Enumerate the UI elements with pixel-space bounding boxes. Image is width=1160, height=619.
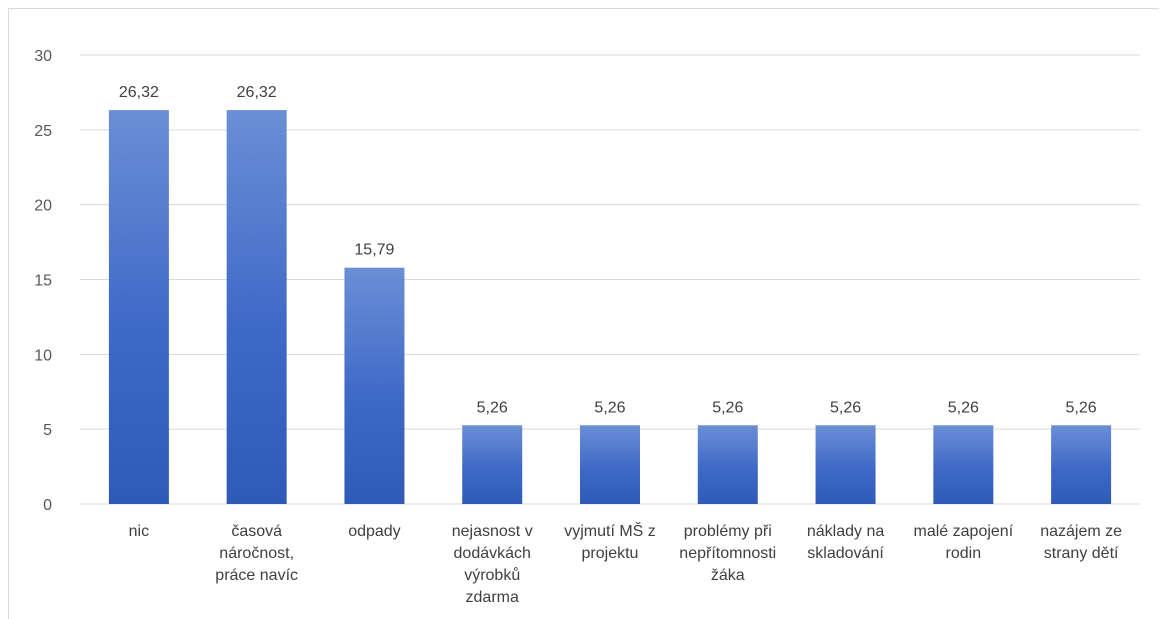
y-tick-label: 10	[34, 347, 52, 364]
bars	[108, 110, 1112, 504]
y-tick-label: 25	[34, 123, 52, 140]
y-tick-label: 20	[34, 198, 52, 215]
bar	[226, 110, 287, 504]
x-tick-label: odpady	[348, 523, 401, 540]
data-label: 15,79	[354, 242, 394, 259]
x-tick-label: žáka	[711, 567, 745, 584]
x-axis: nic časová náročnost, práce navíc odpady neja…	[129, 521, 1122, 606]
x-tick-label: problémy při	[684, 523, 772, 540]
x-tick-label: časová	[231, 523, 282, 540]
y-tick-label: 30	[34, 48, 52, 65]
bar	[697, 425, 758, 504]
x-tick-label: strany dětí	[1044, 545, 1119, 562]
x-tick-label: nepřítomnosti	[679, 545, 776, 562]
data-label: 26,32	[237, 84, 277, 101]
x-tick-label: nic	[129, 523, 149, 540]
data-label: 5,26	[594, 399, 625, 416]
x-tick-label: výrobků	[464, 566, 520, 584]
x-tick-label: rodin	[946, 545, 982, 562]
bar	[344, 267, 405, 504]
x-tick-label: náročnost,	[219, 545, 294, 562]
data-label: 26,32	[119, 84, 159, 101]
x-tick-label: zdarma	[466, 589, 519, 606]
data-label: 5,26	[1066, 399, 1097, 416]
bar	[815, 425, 876, 504]
chart-frame	[8, 8, 1159, 619]
bar	[1051, 425, 1112, 504]
x-tick-label: náklady na	[807, 523, 884, 540]
bar	[108, 110, 169, 504]
data-label: 5,26	[477, 399, 508, 416]
y-tick-label: 0	[43, 497, 52, 514]
y-axis: 0 5 10 15 20 25 30	[34, 48, 52, 514]
y-tick-label: 15	[34, 273, 52, 290]
x-tick-label: projektu	[582, 545, 639, 562]
data-label: 5,26	[948, 399, 979, 416]
x-tick-label: skladování	[807, 545, 884, 562]
x-tick-label: nazájem ze	[1040, 523, 1122, 540]
y-tick-label: 5	[43, 422, 52, 439]
x-tick-label: práce navíc	[215, 567, 298, 584]
x-tick-label: vyjmutí MŠ z	[564, 521, 656, 540]
x-tick-label: dodávkách	[454, 545, 531, 562]
bar	[580, 425, 640, 504]
data-label: 5,26	[712, 399, 743, 416]
data-label: 5,26	[830, 399, 861, 416]
x-tick-label: malé zapojení	[914, 523, 1014, 540]
bar	[933, 425, 994, 504]
bar	[462, 425, 523, 504]
data-labels: 26,32 26,32 15,79 5,26 5,26 5,26 5,26 5,26 5,26	[119, 84, 1097, 416]
x-tick-label: nejasnost v	[452, 523, 533, 540]
